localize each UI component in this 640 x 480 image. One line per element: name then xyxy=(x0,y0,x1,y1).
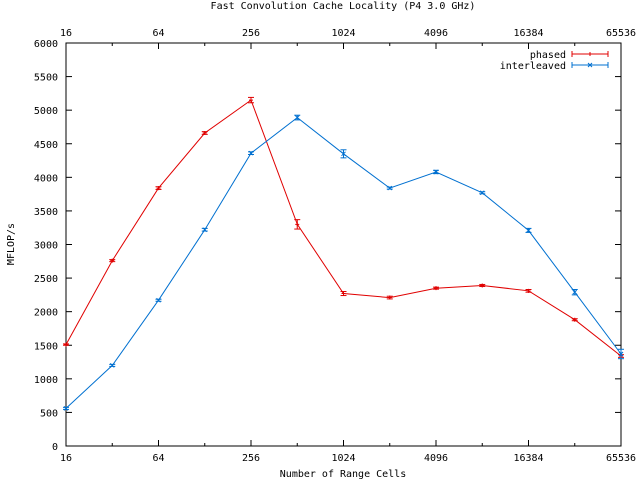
data-point xyxy=(526,228,531,233)
data-point xyxy=(387,185,393,191)
data-point xyxy=(341,291,346,296)
x-tick-label: 64 xyxy=(152,453,164,464)
data-point xyxy=(248,150,254,156)
x-tick-label: 256 xyxy=(242,453,260,464)
data-point xyxy=(572,317,577,322)
y-axis: 0 500 1000 1500 2000 2500 3000 3500 4000 4500 5000… xyxy=(34,39,621,453)
data-point xyxy=(63,406,69,411)
data-point xyxy=(433,169,439,175)
y-tick-label: 3000 xyxy=(34,241,58,252)
series-layer xyxy=(63,96,624,411)
data-point xyxy=(434,286,438,291)
data-point xyxy=(341,151,346,157)
x-tick-label: 4096 xyxy=(424,453,448,464)
data-point xyxy=(387,295,392,300)
y-tick-label: 1500 xyxy=(34,341,58,352)
data-point xyxy=(526,288,531,293)
data-point xyxy=(479,190,485,196)
x-tick-label-top: 16384 xyxy=(513,28,543,39)
y-tick-label: 6000 xyxy=(34,39,58,50)
legend-label: phased xyxy=(530,50,566,61)
data-point xyxy=(480,283,485,288)
y-tick-label: 5500 xyxy=(34,73,58,84)
data-point xyxy=(249,98,253,103)
y-tick-label: 2500 xyxy=(34,274,58,285)
chart-title: Fast Convolution Cache Locality (P4 3.0 … xyxy=(211,1,476,12)
data-point xyxy=(64,342,68,347)
legend-marker xyxy=(588,52,592,56)
y-tick-label: 3500 xyxy=(34,207,58,218)
data-point xyxy=(156,186,161,191)
data-point xyxy=(110,258,115,263)
x-tick-label: 65536 xyxy=(606,453,636,464)
x-tick-label-top: 16 xyxy=(60,28,72,39)
x-tick-label: 16 xyxy=(60,453,72,464)
data-point xyxy=(156,297,161,303)
x-tick-label: 16384 xyxy=(513,453,543,464)
series-interleaved xyxy=(63,114,624,411)
legend-marker xyxy=(587,62,593,68)
y-tick-label: 1000 xyxy=(34,375,58,386)
x-tick-label-top: 256 xyxy=(242,28,260,39)
y-tick-label: 5000 xyxy=(34,106,58,117)
data-point xyxy=(202,131,207,136)
y-tick-label: 2000 xyxy=(34,308,58,319)
y-tick-label: 500 xyxy=(40,408,58,419)
x-tick-label-top: 1024 xyxy=(331,28,355,39)
y-tick-label: 0 xyxy=(52,442,58,453)
x-tick-label: 1024 xyxy=(331,453,355,464)
data-point xyxy=(572,289,578,295)
data-point xyxy=(202,227,208,233)
series-phased xyxy=(63,96,624,358)
x-axis: 16 16 64 64 256 256 1024 1024 4096 4096 16384 16384… xyxy=(60,28,636,464)
x-tick-label-top: 4096 xyxy=(424,28,448,39)
data-point xyxy=(618,351,624,357)
y-axis-label: MFLOP/s xyxy=(6,223,17,265)
data-point xyxy=(109,363,115,368)
data-point xyxy=(295,222,300,227)
x-axis-label: Number of Range Cells xyxy=(280,469,406,480)
y-tick-label: 4500 xyxy=(34,140,58,151)
legend-label: interleaved xyxy=(500,61,566,72)
x-tick-label-top: 64 xyxy=(152,28,164,39)
x-tick-label-top: 65536 xyxy=(606,28,636,39)
y-tick-label: 4000 xyxy=(34,173,58,184)
data-point xyxy=(294,115,300,120)
